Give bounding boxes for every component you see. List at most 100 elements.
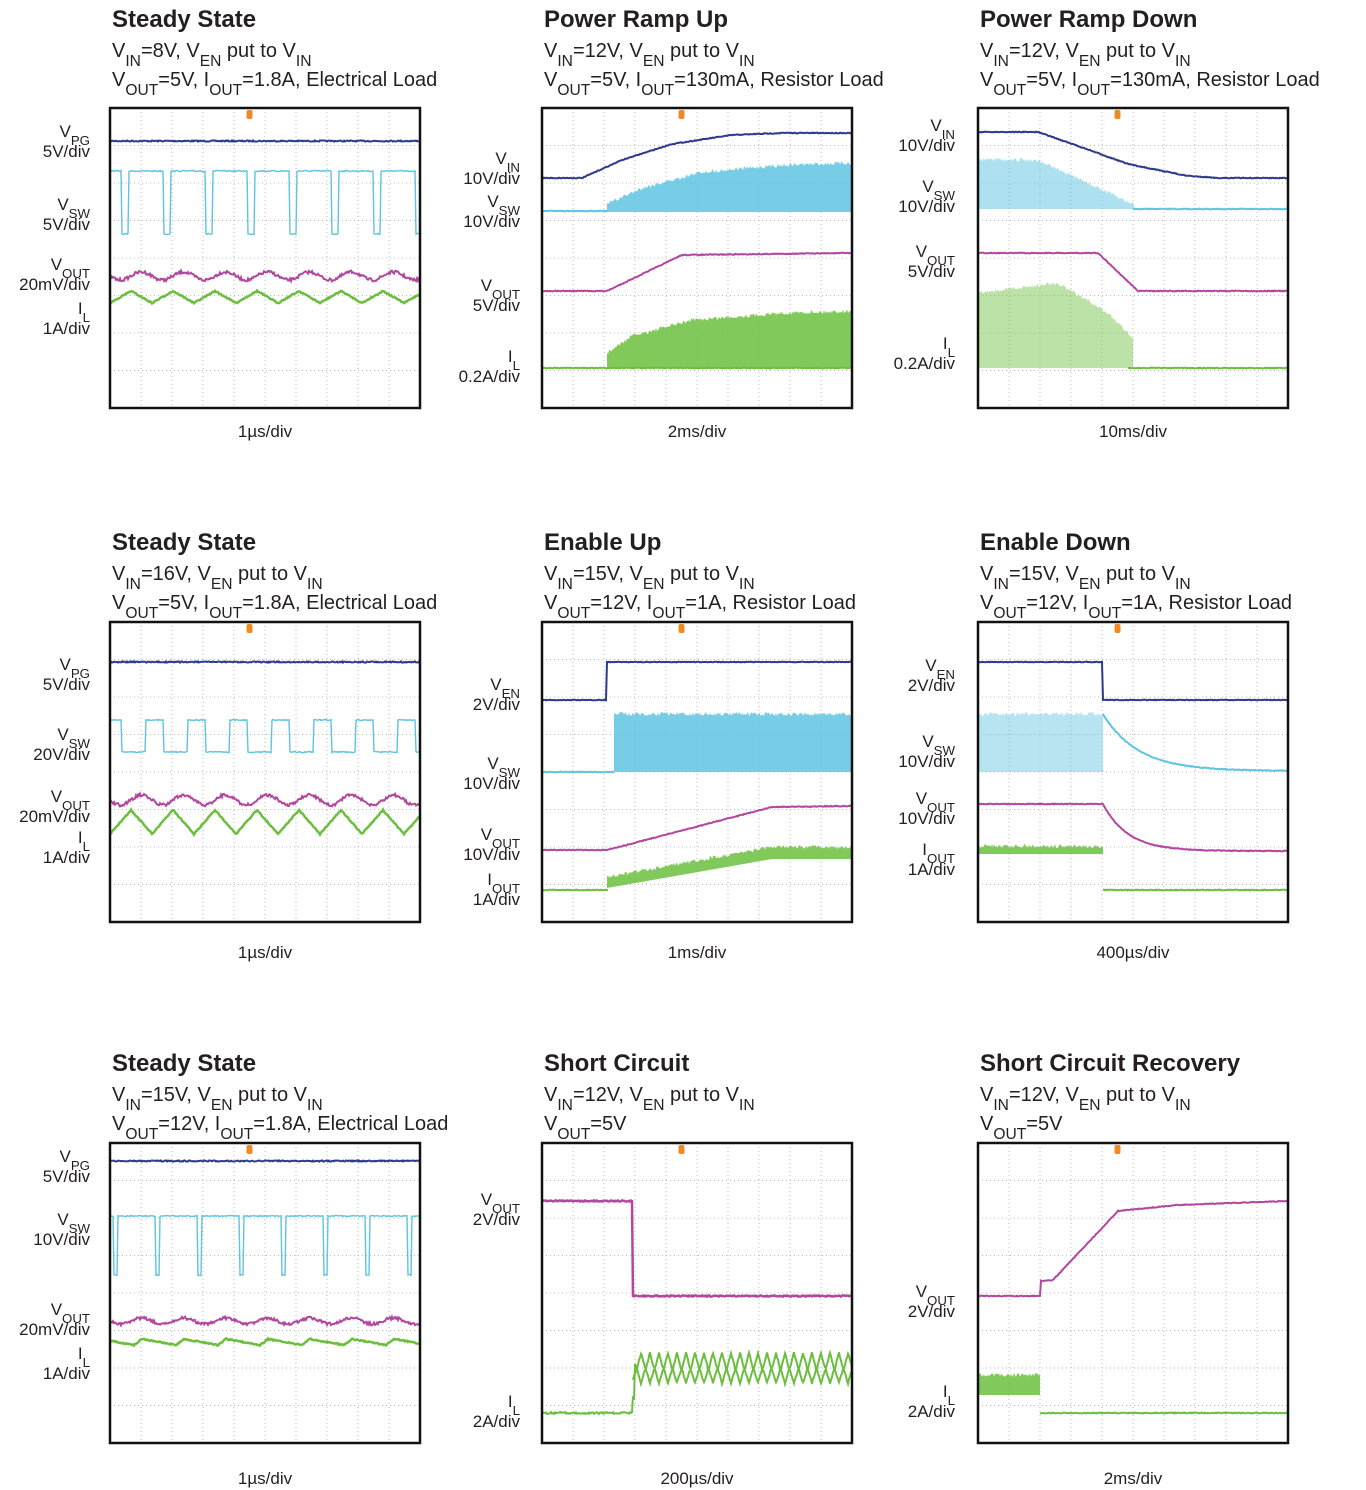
subscript: IN <box>125 1097 141 1114</box>
timebase-label: 2ms/div <box>668 422 727 441</box>
text-segment: =12V, V <box>1009 1084 1080 1106</box>
channel-name: VOUT <box>51 1300 90 1326</box>
scope-frame <box>108 620 422 924</box>
text-segment: V <box>60 122 72 141</box>
subscript: SW <box>69 736 91 751</box>
waveforms <box>541 131 853 370</box>
trace <box>109 1214 421 1277</box>
subscript: SW <box>499 203 521 218</box>
text-segment: V <box>544 563 558 585</box>
trace <box>1132 207 1289 211</box>
channel-scale: 10V/div <box>463 212 520 231</box>
scope-grid <box>978 1143 1288 1443</box>
channel-scale: 5V/div <box>43 675 91 694</box>
channel-scale: 5V/div <box>908 262 956 281</box>
trigger-marker <box>246 110 253 119</box>
channel-name: IL <box>78 299 90 325</box>
text-segment: V <box>60 655 72 674</box>
text-segment: =15V, V <box>141 1084 212 1106</box>
text-segment: =130mA, Resistor Load <box>674 69 884 91</box>
channel-scale: 10V/div <box>463 845 520 864</box>
trace <box>109 268 421 284</box>
channel-name: IL <box>508 1392 520 1418</box>
trace <box>541 131 853 180</box>
subscript: IN <box>993 576 1009 593</box>
condition-line: VOUT=12V, IOUT=1.8A, Electrical Load <box>112 1113 448 1143</box>
subscript: IN <box>507 160 520 175</box>
trace <box>632 1366 853 1388</box>
waveforms <box>109 138 421 306</box>
condition-line: VIN=15V, VEN put to VIN <box>112 1084 323 1114</box>
subscript: SW <box>934 743 956 758</box>
scope-frame <box>540 620 854 924</box>
text-segment: V <box>112 69 126 91</box>
channel-name: VSW <box>922 732 955 758</box>
text-segment: put to V <box>233 563 308 585</box>
trigger-marker <box>1114 1145 1121 1154</box>
text-segment: =12V, V <box>1009 40 1080 62</box>
switching-band <box>978 281 1133 368</box>
trace <box>542 660 852 702</box>
condition-line: VOUT=5V, IOUT=1.8A, Electrical Load <box>112 592 437 622</box>
channel-scale: 2V/div <box>473 1210 521 1229</box>
trace <box>109 1314 421 1328</box>
subscript: IN <box>296 53 312 70</box>
text-segment: I <box>78 299 83 318</box>
waveforms <box>541 1198 853 1416</box>
subscript: PG <box>71 666 90 681</box>
panel-title: Steady State <box>112 6 256 33</box>
channel-scale: 20mV/div <box>19 1320 90 1339</box>
subscript: L <box>948 345 955 360</box>
subscript: OUT <box>209 82 242 99</box>
panel-title: Steady State <box>112 1050 256 1077</box>
scope-grid <box>110 622 420 922</box>
panel-title: Short Circuit <box>544 1050 689 1077</box>
channel-name: VSW <box>57 195 90 221</box>
channel-name: VSW <box>487 754 520 780</box>
panel-title: Power Ramp Up <box>544 6 728 33</box>
subscript: EN <box>502 686 520 701</box>
timebase-label: 1µs/div <box>238 943 293 962</box>
trace <box>541 888 609 892</box>
text-segment: =1.8A, Electrical Load <box>242 69 437 91</box>
text-segment: V <box>925 656 937 675</box>
panel-title: Enable Up <box>544 529 661 556</box>
subscript: L <box>513 1403 520 1418</box>
subscript: OUT <box>557 82 590 99</box>
channel-scale: 10V/div <box>898 197 955 216</box>
channel-name: VOUT <box>51 255 90 281</box>
text-segment: =12V, V <box>573 1084 644 1106</box>
trace <box>1127 366 1289 370</box>
channel-name: VIN <box>930 116 955 142</box>
text-segment: V <box>51 787 63 806</box>
channel-name: VOUT <box>51 787 90 813</box>
channel-scale: 2V/div <box>473 695 521 714</box>
text-segment: put to V <box>665 1084 740 1106</box>
subscript: EN <box>200 53 222 70</box>
text-segment: =130mA, Resistor Load <box>1110 69 1320 91</box>
text-segment: I <box>943 1382 948 1401</box>
channel-name: VEN <box>925 656 955 682</box>
trace <box>1102 713 1289 773</box>
channel-scale: 1A/div <box>908 860 956 879</box>
subscript: EN <box>1079 576 1101 593</box>
switching-band <box>607 161 852 212</box>
text-segment: V <box>487 754 499 773</box>
trace <box>109 288 421 306</box>
subscript: OUT <box>927 253 955 268</box>
subscript: OUT <box>125 82 158 99</box>
channel-scale: 10V/div <box>898 809 955 828</box>
subscript: OUT <box>492 881 520 896</box>
trace <box>109 1336 421 1348</box>
trace <box>109 169 421 236</box>
subscript: OUT <box>125 1126 158 1143</box>
trace <box>1039 1411 1289 1415</box>
text-segment: V <box>980 592 994 614</box>
trigger-marker <box>1114 624 1121 633</box>
condition-line: VIN=12V, VEN put to VIN <box>980 1084 1191 1114</box>
subscript: OUT <box>557 605 590 622</box>
subscript: EN <box>211 1097 233 1114</box>
subscript: IN <box>993 1097 1009 1114</box>
text-segment: V <box>57 725 69 744</box>
